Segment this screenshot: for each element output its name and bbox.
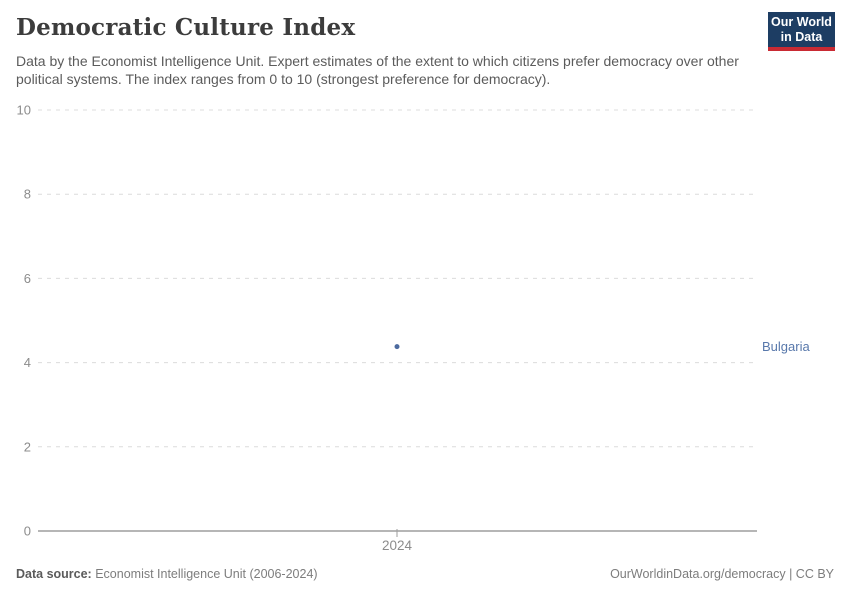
y-tick-label-4: 4 <box>24 355 31 370</box>
owid-logo-line1: Our World <box>771 15 832 29</box>
data-point-bulgaria[interactable] <box>394 344 400 350</box>
chart-title: Democratic Culture Index <box>16 14 356 41</box>
y-tick-label-6: 6 <box>24 271 31 286</box>
x-tick-label-2024: 2024 <box>382 538 413 553</box>
chart-footer: Data source: Economist Intelligence Unit… <box>0 567 850 581</box>
footer-citation-link[interactable]: OurWorldinData.org/democracy | CC BY <box>610 567 834 581</box>
owid-logo[interactable]: Our World in Data <box>768 12 835 51</box>
y-tick-label-2: 2 <box>24 439 31 454</box>
data-source-label: Data source: <box>16 567 92 581</box>
entity-label-bulgaria[interactable]: Bulgaria <box>762 339 810 354</box>
y-tick-label-8: 8 <box>24 187 31 202</box>
data-source: Data source: Economist Intelligence Unit… <box>16 567 318 581</box>
y-tick-label-0: 0 <box>24 524 31 539</box>
chart-subtitle: Data by the Economist Intelligence Unit.… <box>16 53 739 87</box>
owid-logo-line2: in Data <box>780 30 823 44</box>
data-source-value: Economist Intelligence Unit (2006-2024) <box>91 567 318 581</box>
y-tick-label-10: 10 <box>17 103 31 118</box>
